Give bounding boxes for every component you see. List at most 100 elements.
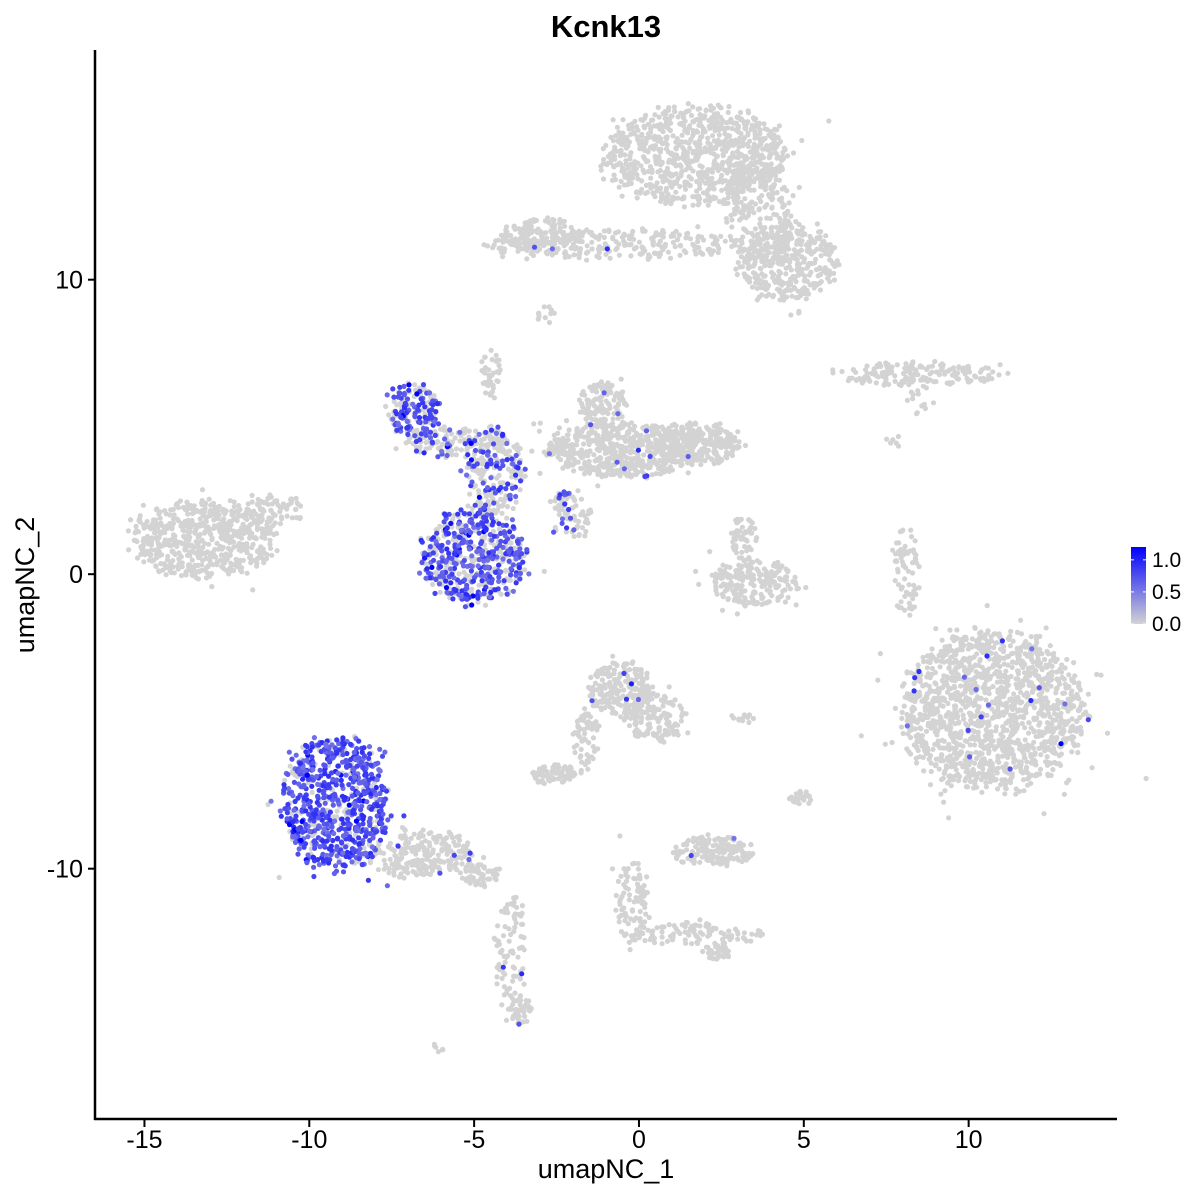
- cell-point: [624, 473, 630, 479]
- cell-point: [892, 551, 899, 557]
- cell-point: [494, 378, 500, 384]
- cell-point: [831, 245, 838, 251]
- cell-point: [628, 180, 634, 186]
- cell-point: [536, 428, 543, 434]
- cell-point: [297, 515, 303, 521]
- cell-point: [534, 230, 541, 236]
- cell-point: [714, 591, 720, 597]
- cell-point: [867, 378, 873, 384]
- cell-point: [702, 198, 709, 204]
- cell-point: [725, 194, 731, 201]
- cell-point: [587, 430, 593, 437]
- cell-point: [269, 552, 275, 558]
- cell-point: [511, 444, 517, 450]
- cell-point: [195, 552, 201, 559]
- cell-point: [684, 160, 690, 166]
- cell-point: [771, 234, 777, 240]
- cell-point: [676, 142, 682, 148]
- cell-point: [731, 591, 737, 597]
- cell-point: [667, 127, 674, 134]
- cell-point: [718, 569, 724, 575]
- cell-point: [767, 154, 773, 160]
- cell-point: [584, 257, 590, 263]
- cell-point: [715, 249, 721, 256]
- cell-point: [663, 134, 669, 141]
- cell-point: [595, 418, 602, 424]
- cell-point: [610, 163, 617, 169]
- cell-point: [986, 372, 992, 378]
- cell-point: [947, 627, 953, 633]
- cell-point: [641, 154, 647, 160]
- cell-point: [695, 106, 701, 112]
- cell-point: [490, 245, 496, 251]
- cell-point: [540, 238, 546, 244]
- cell-point: [757, 576, 763, 583]
- cell-point: [248, 514, 255, 520]
- cell-point: [749, 594, 755, 600]
- cell-point: [730, 544, 736, 550]
- cell-point: [430, 581, 436, 588]
- cell-point: [267, 494, 273, 500]
- cell-point: [197, 521, 203, 527]
- cell-point: [294, 500, 300, 506]
- cell-point: [280, 501, 286, 507]
- cell-point: [799, 266, 805, 273]
- cell-point: [754, 285, 760, 291]
- cell-point: [808, 251, 815, 257]
- cell-point: [187, 553, 193, 559]
- cell-point: [794, 586, 800, 592]
- cell-point: [209, 584, 215, 590]
- cell-point: [772, 561, 778, 567]
- cell-point: [208, 512, 214, 519]
- cell-point: [580, 450, 586, 456]
- cell-point: [552, 222, 558, 228]
- cell-point: [272, 498, 278, 504]
- cell-point: [818, 253, 824, 259]
- cell-point: [660, 173, 666, 179]
- cell-point: [901, 551, 907, 558]
- cell-point: [917, 364, 923, 370]
- cell-point: [750, 239, 756, 245]
- cell-point: [761, 121, 767, 127]
- cell-point: [617, 153, 623, 159]
- cell-point: [712, 124, 718, 130]
- cell-point: [635, 137, 641, 143]
- cell-point: [250, 541, 256, 547]
- cell-point: [147, 557, 153, 563]
- cell-point: [481, 242, 487, 248]
- cell-point: [646, 441, 652, 447]
- cell-point: [584, 243, 590, 249]
- cell-point: [673, 228, 679, 234]
- cell-point: [719, 179, 725, 185]
- cell-point: [677, 242, 684, 248]
- cell-point: [673, 423, 679, 429]
- cell-point: [531, 421, 537, 427]
- cell-point: [795, 231, 801, 237]
- cell-point: [596, 249, 602, 256]
- cell-point: [602, 417, 608, 423]
- cell-point: [896, 381, 902, 388]
- cell-point: [786, 257, 793, 263]
- cell-point: [782, 587, 788, 593]
- cell-point: [666, 198, 672, 204]
- cell-point: [688, 112, 695, 119]
- cell-point: [748, 581, 754, 587]
- cell-point: [240, 521, 246, 527]
- cell-point: [798, 242, 804, 248]
- cell-point: [156, 568, 162, 574]
- cell-point: [578, 496, 585, 502]
- cell-point: [743, 529, 749, 536]
- cell-point: [578, 512, 584, 518]
- cell-point: [453, 446, 460, 452]
- cell-point: [944, 380, 950, 386]
- cell-point: [608, 156, 614, 162]
- cell-point: [246, 530, 252, 536]
- cell-point: [766, 250, 772, 256]
- cell-point: [520, 246, 527, 252]
- cell-point: [762, 578, 769, 584]
- cell-point: [531, 217, 537, 223]
- cell-point: [197, 516, 203, 522]
- cell-point: [579, 525, 586, 531]
- cell-point: [663, 460, 669, 466]
- cell-point: [497, 480, 503, 486]
